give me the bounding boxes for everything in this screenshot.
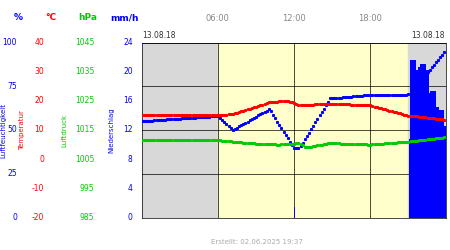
Bar xyxy=(416,70,422,218)
Text: hPa: hPa xyxy=(78,13,97,22)
Bar xyxy=(142,42,218,218)
Text: Luftfeuchtigkeit: Luftfeuchtigkeit xyxy=(0,102,6,158)
Text: 1025: 1025 xyxy=(75,96,94,105)
Text: 0: 0 xyxy=(39,155,44,164)
Text: 16: 16 xyxy=(123,96,133,105)
Text: 25: 25 xyxy=(8,169,17,178)
Bar xyxy=(434,136,440,218)
Text: 12:00: 12:00 xyxy=(282,14,306,22)
Text: mm/h: mm/h xyxy=(111,13,139,22)
Text: 10: 10 xyxy=(35,126,44,134)
Text: 06:00: 06:00 xyxy=(206,14,230,22)
Text: 13.08.18: 13.08.18 xyxy=(143,31,176,40)
Text: 13.08.18: 13.08.18 xyxy=(411,31,445,40)
Text: 0: 0 xyxy=(128,213,133,222)
Text: 75: 75 xyxy=(7,82,17,91)
Bar xyxy=(431,120,437,218)
Text: 20: 20 xyxy=(123,67,133,76)
Text: 20: 20 xyxy=(35,96,44,105)
Bar xyxy=(408,42,446,218)
Bar xyxy=(415,193,421,218)
Bar xyxy=(294,207,295,218)
Text: %: % xyxy=(14,13,23,22)
Bar xyxy=(418,67,424,218)
Text: 985: 985 xyxy=(80,213,94,222)
Text: 18:00: 18:00 xyxy=(358,14,382,22)
Bar xyxy=(429,150,435,218)
Bar xyxy=(423,70,428,218)
Bar xyxy=(426,135,432,218)
Bar xyxy=(430,91,436,218)
Text: Niederschlag: Niederschlag xyxy=(108,107,115,153)
Bar xyxy=(438,110,444,218)
Text: 0: 0 xyxy=(12,213,17,222)
Text: 1035: 1035 xyxy=(75,67,94,76)
Bar xyxy=(435,143,441,218)
Bar xyxy=(432,137,438,218)
Text: 12: 12 xyxy=(123,126,133,134)
Text: 100: 100 xyxy=(3,38,17,47)
Bar xyxy=(428,148,434,218)
Text: 1045: 1045 xyxy=(75,38,94,47)
Text: Temperatur: Temperatur xyxy=(19,110,26,150)
Text: Luftdruck: Luftdruck xyxy=(61,114,68,146)
Text: 50: 50 xyxy=(7,126,17,134)
Bar xyxy=(411,130,417,218)
Bar xyxy=(424,94,431,218)
Bar xyxy=(409,139,415,218)
Bar xyxy=(420,64,427,218)
Text: -20: -20 xyxy=(32,213,44,222)
Text: 24: 24 xyxy=(123,38,133,47)
Bar xyxy=(218,42,408,218)
Bar xyxy=(436,176,442,218)
Text: 1015: 1015 xyxy=(75,126,94,134)
Text: 4: 4 xyxy=(128,184,133,193)
Text: 40: 40 xyxy=(34,38,44,47)
Bar xyxy=(433,107,439,218)
Bar xyxy=(410,60,416,218)
Text: 30: 30 xyxy=(34,67,44,76)
Text: 8: 8 xyxy=(128,155,133,164)
Bar xyxy=(414,86,420,217)
Text: 995: 995 xyxy=(80,184,94,193)
Text: Erstellt: 02.06.2025 19:37: Erstellt: 02.06.2025 19:37 xyxy=(211,240,303,246)
Text: °C: °C xyxy=(45,13,57,22)
Bar xyxy=(442,126,449,218)
Bar xyxy=(439,142,446,218)
Bar xyxy=(437,141,443,218)
Text: -10: -10 xyxy=(32,184,44,193)
Bar xyxy=(413,130,419,218)
Text: 1005: 1005 xyxy=(75,155,94,164)
